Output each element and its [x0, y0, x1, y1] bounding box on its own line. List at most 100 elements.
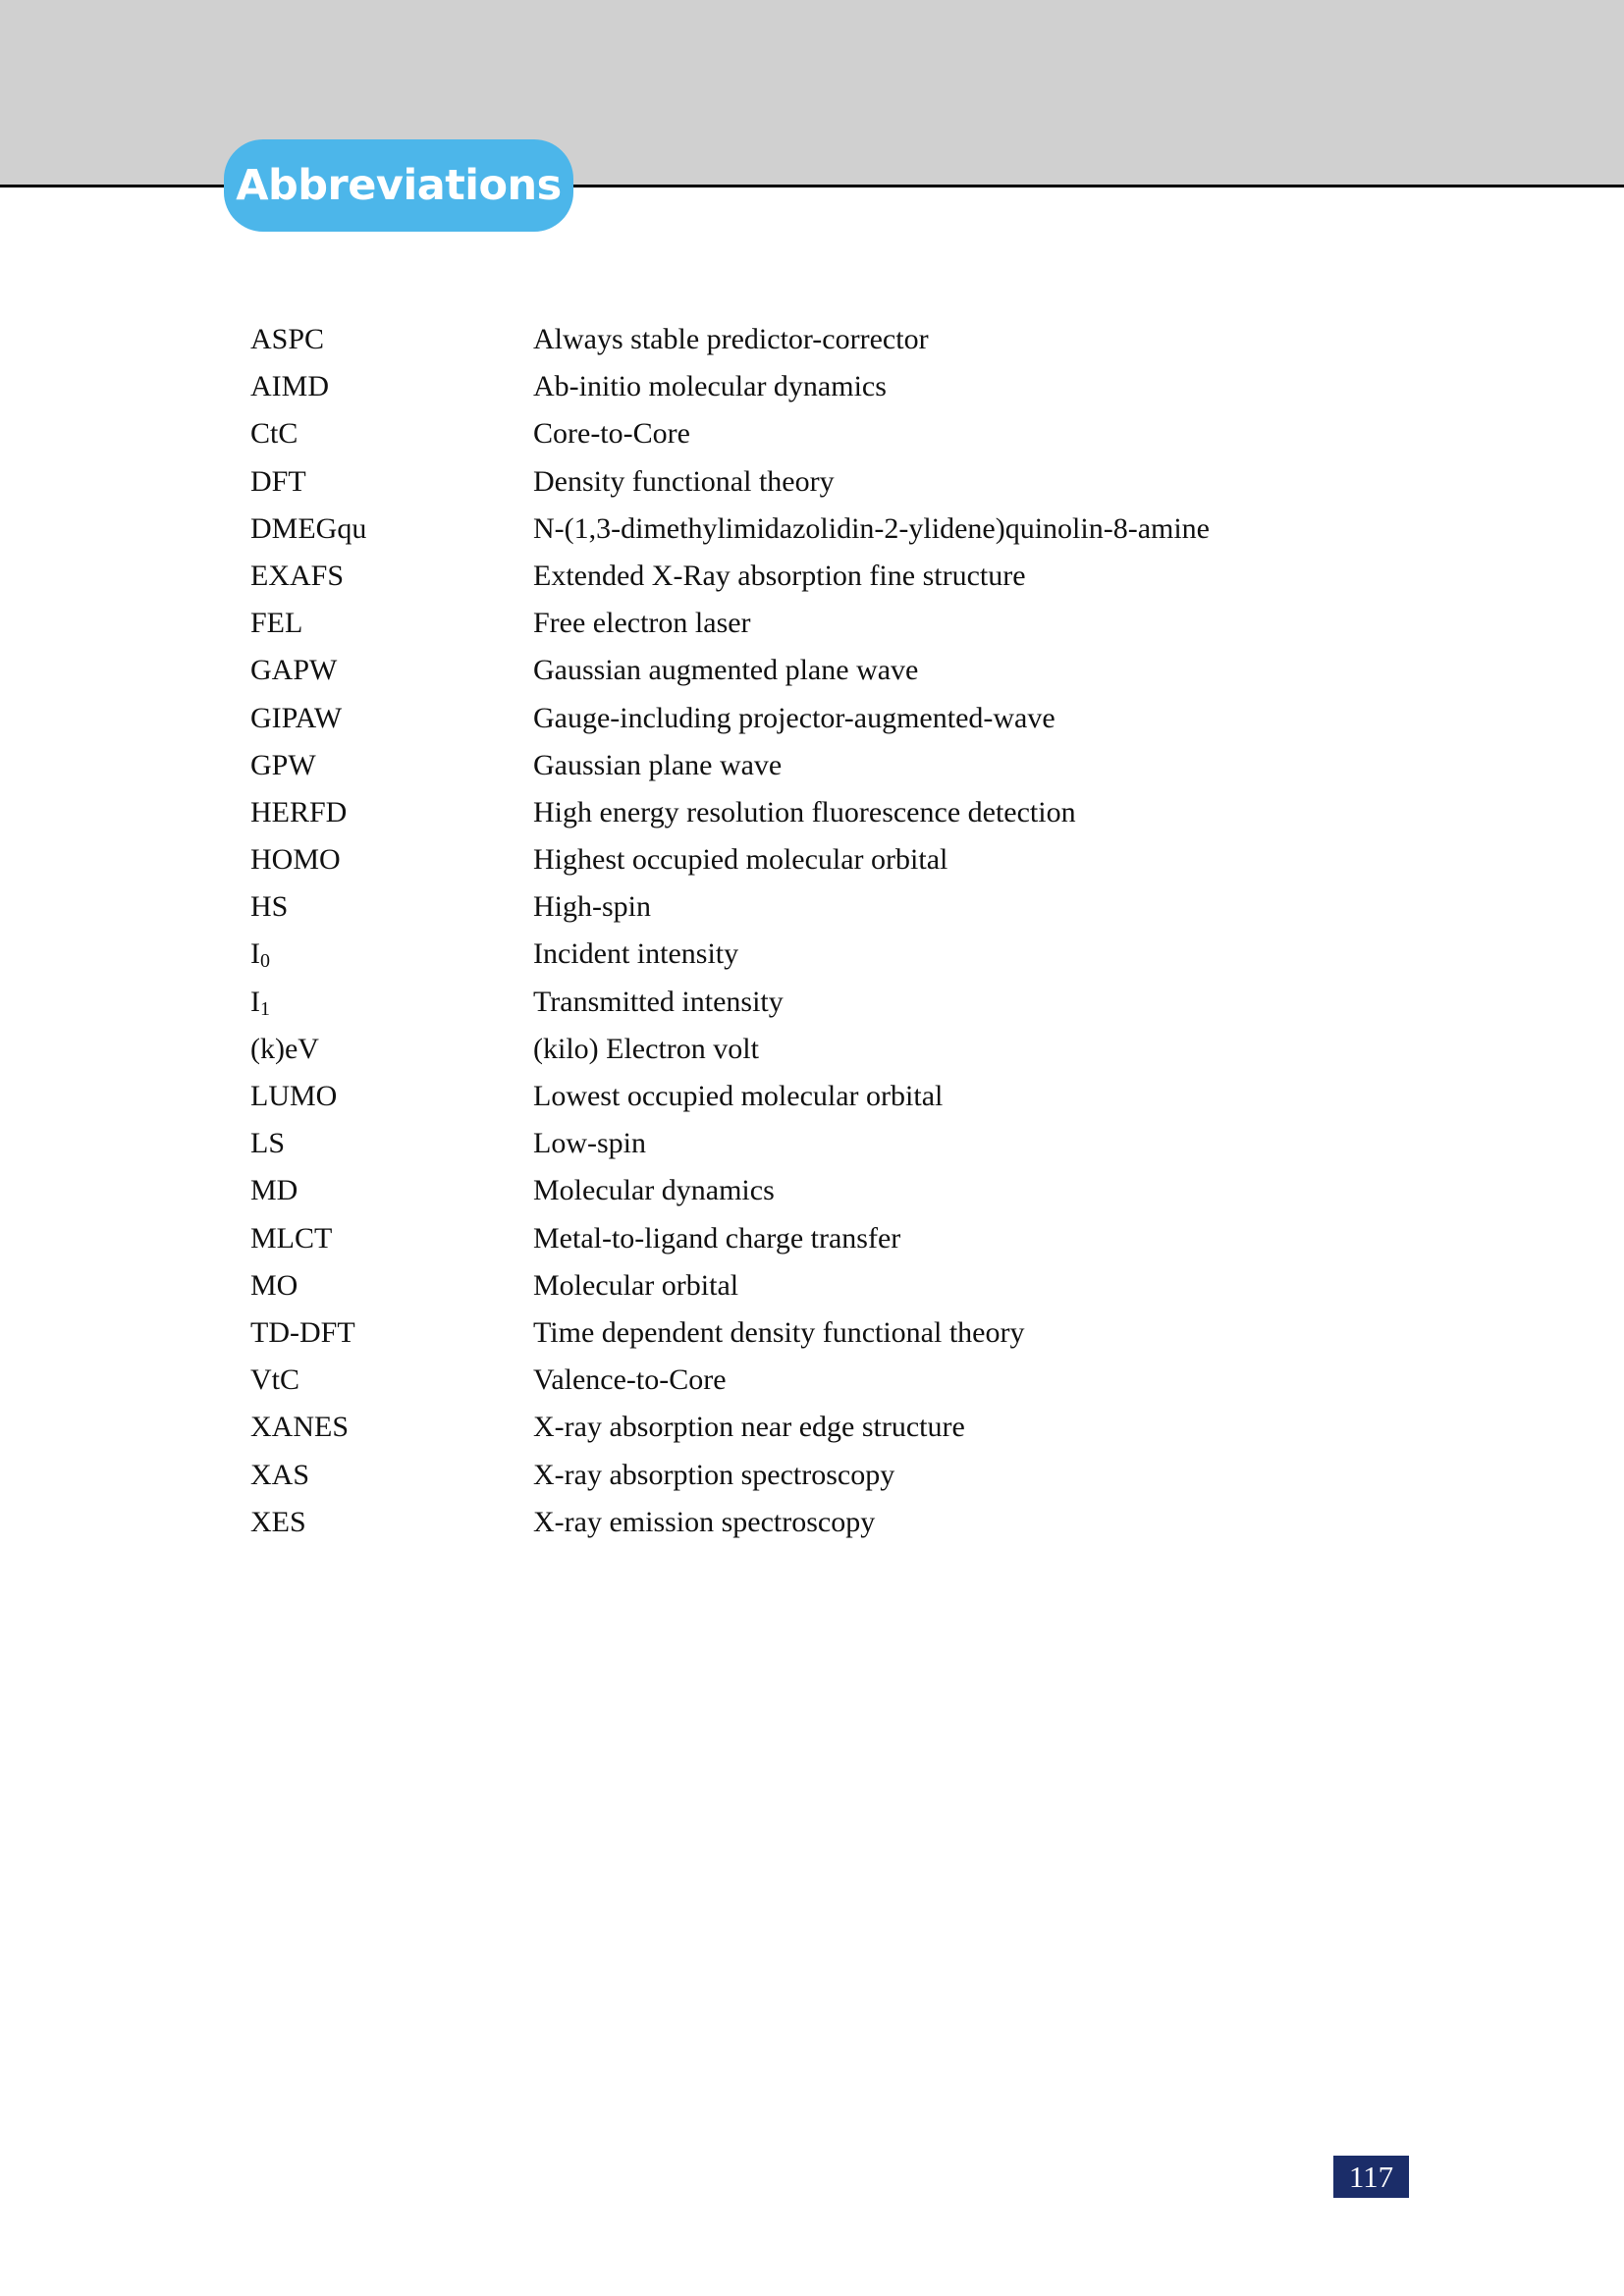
abbreviation: LS [250, 1120, 285, 1167]
list-item: MD Molecular dynamics [250, 1167, 1429, 1214]
abbreviation-text: LUMO [250, 1080, 338, 1112]
abbreviation-description: Molecular dynamics [533, 1174, 775, 1207]
abbreviation: HOMO [250, 836, 341, 883]
list-item: I1 Transmitted intensity [250, 979, 1429, 1026]
page-title: Abbreviations [224, 139, 573, 232]
abbreviation-text: GIPAW [250, 701, 343, 734]
list-item: (k)eV (kilo) Electron volt [250, 1026, 1429, 1073]
abbreviation-text: MLCT [250, 1221, 333, 1255]
abbreviation-description: X-ray emission spectroscopy [533, 1505, 876, 1538]
list-item: CtC Core-to-Core [250, 410, 1429, 457]
abbreviation: EXAFS [250, 553, 344, 600]
list-item: MLCT Metal-to-ligand charge transfer [250, 1215, 1429, 1262]
abbreviation-description: Time dependent density functional theory [533, 1315, 1025, 1349]
abbreviation: I1 [250, 979, 270, 1033]
abbreviation-text: I [250, 937, 260, 971]
abbreviation: XANES [250, 1404, 349, 1451]
abbreviation-text: LS [250, 1127, 286, 1160]
list-item: HS High-spin [250, 883, 1429, 931]
abbreviation-description: Metal-to-ligand charge transfer [533, 1221, 901, 1255]
abbreviation-subscript: 0 [260, 950, 270, 973]
abbreviation-text: DMEGqu [250, 511, 367, 545]
abbreviation-description: Lowest occupied molecular orbital [533, 1080, 944, 1112]
abbreviation: DMEGqu [250, 506, 366, 553]
list-item: HERFD High energy resolution fluorescence… [250, 789, 1429, 836]
abbreviation-description: (kilo) Electron volt [533, 1032, 759, 1065]
abbreviation-subscript: 1 [260, 997, 270, 1020]
list-item: HOMO Highest occupied molecular orbital [250, 836, 1429, 883]
abbreviation-text: I [250, 985, 260, 1018]
abbreviation-description: Gaussian augmented plane wave [533, 654, 919, 687]
list-item: GAPW Gaussian augmented plane wave [250, 647, 1429, 694]
list-item: ASPC Always stable predictor-corrector [250, 316, 1429, 363]
abbreviation-text: DFT [250, 464, 306, 498]
abbreviation-text: (k)eV [250, 1032, 319, 1065]
abbreviation-description: Molecular orbital [533, 1268, 739, 1302]
abbreviation: LUMO [250, 1073, 337, 1120]
abbreviation-text: GAPW [250, 654, 338, 687]
abbreviation-text: VtC [250, 1363, 300, 1397]
abbreviation-text: ASPC [250, 323, 325, 355]
list-item: GPW Gaussian plane wave [250, 742, 1429, 789]
abbreviation: AIMD [250, 363, 329, 410]
abbreviation-text: XAS [250, 1458, 310, 1491]
abbreviation-description: Free electron laser [533, 607, 751, 640]
list-item: TD-DFT Time dependent density functional … [250, 1309, 1429, 1357]
list-item: DFT Density functional theory [250, 458, 1429, 506]
list-item: EXAFS Extended X-Ray absorption fine stru… [250, 553, 1429, 600]
page-number: 117 [1333, 2156, 1409, 2198]
abbreviation-text: MD [250, 1174, 298, 1207]
abbreviation-description: Highest occupied molecular orbital [533, 843, 948, 877]
abbreviation-description: High-spin [533, 890, 651, 924]
list-item: GIPAW Gauge-including projector-augmented… [250, 695, 1429, 742]
abbreviation-description: X-ray absorption spectroscopy [533, 1458, 895, 1491]
abbreviation-description: Valence-to-Core [533, 1363, 727, 1397]
abbreviation: GAPW [250, 647, 337, 694]
abbreviation-description: Ab-initio molecular dynamics [533, 370, 887, 403]
abbreviation-description: Incident intensity [533, 937, 739, 971]
abbreviation: ASPC [250, 316, 324, 363]
list-item: FEL Free electron laser [250, 600, 1429, 647]
list-item: LUMO Lowest occupied molecular orbital [250, 1073, 1429, 1120]
abbreviation-text: TD-DFT [250, 1315, 355, 1349]
abbreviation-description: N-(1,3-dimethylimidazolidin-2-ylidene)qu… [533, 511, 1210, 545]
abbreviation-description: Extended X-Ray absorption fine structure [533, 559, 1026, 592]
abbreviation-description: Always stable predictor-corrector [533, 323, 929, 355]
abbreviation-text: GPW [250, 748, 316, 781]
abbreviation: MO [250, 1262, 298, 1309]
abbreviation: FEL [250, 600, 302, 647]
abbreviation: VtC [250, 1357, 299, 1404]
abbreviation-text: EXAFS [250, 559, 345, 592]
abbreviation: I0 [250, 931, 270, 985]
abbreviation-description: X-ray absorption near edge structure [533, 1411, 965, 1444]
abbreviation: GPW [250, 742, 316, 789]
abbreviation: DFT [250, 458, 306, 506]
abbreviation: TD-DFT [250, 1309, 355, 1357]
abbreviation-text: AIMD [250, 370, 329, 403]
abbreviation-description: Density functional theory [533, 464, 835, 498]
abbreviation-description: Low-spin [533, 1127, 646, 1160]
abbreviation-text: CtC [250, 417, 298, 451]
abbreviation-list: ASPC Always stable predictor-corrector AIM… [250, 316, 1429, 1546]
list-item: DMEGqu N-(1,3-dimethylimidazolidin-2-ylid… [250, 506, 1429, 553]
abbreviation: HERFD [250, 789, 347, 836]
list-item: VtC Valence-to-Core [250, 1357, 1429, 1404]
list-item: MO Molecular orbital [250, 1262, 1429, 1309]
abbreviation: HS [250, 883, 288, 931]
abbreviation-text: HOMO [250, 843, 341, 877]
abbreviation: XAS [250, 1452, 309, 1499]
list-item: XAS X-ray absorption spectroscopy [250, 1452, 1429, 1499]
abbreviation: XES [250, 1499, 306, 1546]
abbreviation: (k)eV [250, 1026, 319, 1073]
abbreviation-text: HERFD [250, 795, 348, 828]
list-item: AIMD Ab-initio molecular dynamics [250, 363, 1429, 410]
list-item: LS Low-spin [250, 1120, 1429, 1167]
abbreviation-text: MO [250, 1268, 298, 1302]
abbreviation-text: XANES [250, 1411, 350, 1444]
abbreviation-text: XES [250, 1505, 306, 1538]
abbreviation-description: High energy resolution fluorescence dete… [533, 795, 1076, 828]
abbreviation: MLCT [250, 1215, 332, 1262]
abbreviation-description: Gaussian plane wave [533, 748, 783, 781]
abbreviation-text: HS [250, 890, 289, 924]
abbreviation-description: Transmitted intensity [533, 985, 784, 1018]
